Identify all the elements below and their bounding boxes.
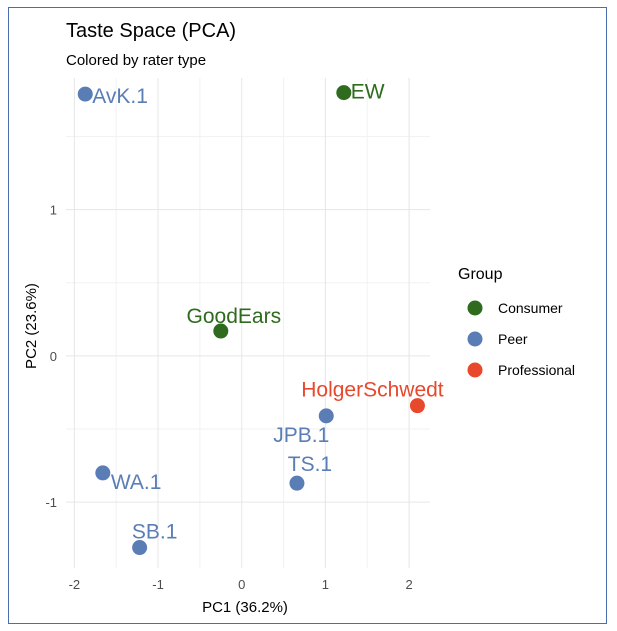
point-labels: AvK.1 EW GoodEars HolgerSchwedt JPB.1 TS.1 WA.… xyxy=(92,81,444,544)
point-label-ew: EW xyxy=(351,81,385,104)
x-tick-label: 0 xyxy=(238,577,245,592)
x-tick-label: 1 xyxy=(322,577,329,592)
data-point-holgerschwedt xyxy=(409,398,425,414)
point-label-avk-1: AvK.1 xyxy=(92,85,148,108)
point-label-jpb-1: JPB.1 xyxy=(273,424,329,447)
point-label-wa-1: WA.1 xyxy=(111,471,162,494)
data-point-goodears xyxy=(213,323,229,339)
chart-frame xyxy=(8,7,607,624)
chart-subtitle: Colored by rater type xyxy=(66,52,206,69)
point-label-goodears: GoodEars xyxy=(187,305,282,328)
x-tick-label: -1 xyxy=(152,577,164,592)
data-point-jpb-1 xyxy=(318,408,334,424)
x-tick-label: 2 xyxy=(405,577,412,592)
x-tick-label: -2 xyxy=(69,577,81,592)
legend-label-consumer: Consumer xyxy=(498,300,563,316)
data-point-sb-1 xyxy=(132,540,148,556)
legend-label-professional: Professional xyxy=(498,362,575,378)
legend-key-peer xyxy=(467,331,483,347)
point-label-sb-1: SB.1 xyxy=(132,521,178,544)
data-point-wa-1 xyxy=(95,465,111,481)
grid xyxy=(66,78,430,568)
legend-key-consumer xyxy=(467,300,483,316)
y-axis-title: PC2 (23.6%) xyxy=(23,283,40,369)
point-label-ts-1: TS.1 xyxy=(288,453,332,476)
axis-ticks: -2 -1 0 1 2 -1 0 1 xyxy=(45,203,412,592)
point-label-holgerschwedt: HolgerSchwedt xyxy=(301,379,444,402)
legend-key-professional xyxy=(467,362,483,378)
data-point-ts-1 xyxy=(289,475,305,491)
chart-title: Taste Space (PCA) xyxy=(66,20,236,42)
legend: Group Consumer Peer Professional xyxy=(458,266,575,378)
y-tick-label: 0 xyxy=(50,349,57,364)
data-point-ew xyxy=(336,85,352,101)
legend-label-peer: Peer xyxy=(498,331,528,347)
x-axis-title: PC1 (36.2%) xyxy=(202,599,288,616)
legend-title: Group xyxy=(458,266,503,283)
y-tick-label: 1 xyxy=(50,203,57,218)
y-tick-label: -1 xyxy=(45,495,57,510)
data-points xyxy=(77,85,425,556)
data-point-avk-1 xyxy=(77,86,93,102)
